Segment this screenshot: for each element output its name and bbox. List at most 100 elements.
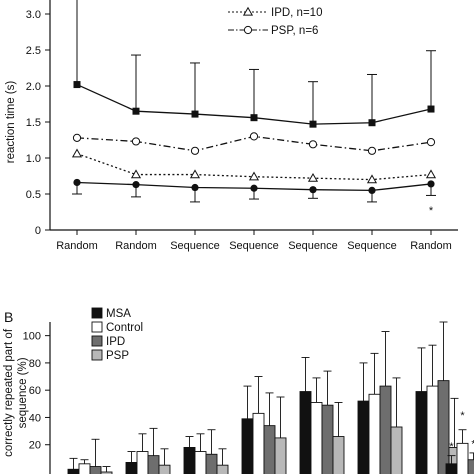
panel-b-legend: MSA Control IPD PSP bbox=[91, 307, 143, 362]
data-point-open-circle bbox=[72, 133, 82, 142]
bar-control bbox=[252, 412, 265, 474]
panel-a-y-tick-label: 2.0 bbox=[26, 81, 41, 93]
data-point-open-circle bbox=[367, 146, 377, 155]
bar-control bbox=[78, 463, 91, 474]
bar-control bbox=[136, 451, 149, 474]
panel-a-y-tick-label: 1.5 bbox=[26, 117, 41, 129]
legend-psp-label: PSP, n=6 bbox=[271, 25, 318, 37]
legend-label-psp: PSP bbox=[106, 350, 129, 362]
panel-a-y-tick-label: 3.0 bbox=[26, 9, 41, 21]
panel-a-legend: IPD, n=10 PSP, n=6 bbox=[228, 6, 322, 37]
bar-ipd bbox=[205, 453, 218, 474]
legend-label-control: Control bbox=[106, 322, 143, 334]
series-unlabeled-0 bbox=[73, 0, 436, 128]
bar-msa bbox=[125, 462, 138, 474]
bar-group bbox=[241, 376, 287, 474]
significance-asterisk: * bbox=[471, 438, 474, 450]
panel-b-y-tick-label: 80 bbox=[29, 358, 41, 370]
data-point-open-triangle bbox=[425, 169, 437, 179]
legend-swatch-ipd bbox=[91, 335, 103, 347]
data-point-open-triangle bbox=[248, 171, 260, 181]
panel-b-y-tick-label: 100 bbox=[23, 331, 41, 343]
legend-swatch-psp bbox=[91, 349, 103, 361]
series-unlabeled-3 bbox=[72, 178, 436, 203]
bar-msa bbox=[241, 418, 254, 474]
data-point-square bbox=[250, 114, 258, 122]
panel-a-y-tick-label: 2.5 bbox=[26, 45, 41, 57]
panel-b-y-axis-label-line-1: correctly repeated part of bbox=[3, 328, 15, 457]
bar-ipd bbox=[437, 380, 450, 474]
data-point-open-circle bbox=[249, 132, 259, 141]
panel-a-y-tick-label: 1.0 bbox=[26, 153, 41, 165]
legend-item-ipd: IPD bbox=[91, 335, 125, 348]
bar-ipd bbox=[263, 425, 276, 474]
panel-b-y-tick-label: 60 bbox=[29, 385, 41, 397]
bar-psp bbox=[158, 464, 171, 474]
bar-control bbox=[368, 393, 381, 474]
legend-item-control: Control bbox=[91, 321, 143, 334]
panel-b-y-axis-label-line-2: sequence (%) bbox=[17, 357, 29, 428]
bar-control bbox=[426, 385, 439, 474]
panel-a-y-axis-label: reaction time (s) bbox=[5, 81, 17, 164]
panel-a-y-tick-label: 0 bbox=[35, 225, 41, 237]
bar-ipd bbox=[467, 459, 474, 474]
panel-a-x-tick-label: Sequence bbox=[288, 240, 338, 252]
bar-psp bbox=[390, 426, 403, 474]
data-point-square bbox=[427, 105, 435, 113]
data-point-open-circle bbox=[308, 140, 318, 149]
significance-asterisk: * bbox=[460, 410, 465, 422]
bar-msa bbox=[183, 447, 196, 474]
data-point-open-triangle bbox=[71, 148, 83, 158]
data-point-open-circle bbox=[190, 146, 200, 155]
data-point-open-triangle bbox=[130, 169, 142, 179]
legend-psp-circle-marker bbox=[243, 25, 253, 35]
data-point-square bbox=[368, 119, 376, 127]
significance-asterisk: * bbox=[449, 441, 454, 453]
series-psp bbox=[72, 132, 436, 155]
panel-b-label: B bbox=[4, 309, 13, 325]
data-point-filled-circle bbox=[368, 186, 376, 194]
data-point-square bbox=[191, 110, 199, 118]
data-point-open-triangle bbox=[189, 169, 201, 179]
panel-a-x-tick-label: Random bbox=[115, 240, 157, 252]
bar-group bbox=[415, 321, 461, 474]
data-point-open-triangle bbox=[366, 174, 378, 184]
bar-control bbox=[310, 402, 323, 474]
bar-msa bbox=[67, 468, 80, 474]
panel-a-x-tick-label: Random bbox=[410, 240, 452, 252]
panel-b-y-tick-label: 20 bbox=[29, 440, 41, 452]
panel-a-x-tick-label: Sequence bbox=[229, 240, 279, 252]
bar-group bbox=[299, 357, 345, 474]
legend-ipd-label: IPD, n=10 bbox=[271, 7, 322, 19]
panel-b-y-tick-label: 40 bbox=[29, 412, 41, 424]
legend-swatch-msa bbox=[91, 307, 103, 319]
data-point-open-triangle bbox=[307, 172, 319, 182]
significance-asterisk: * bbox=[429, 205, 434, 217]
data-point-open-circle bbox=[426, 138, 436, 147]
data-point-square bbox=[132, 107, 140, 115]
data-point-filled-circle bbox=[427, 180, 435, 188]
legend-ipd-triangle-marker bbox=[242, 6, 254, 16]
data-point-square bbox=[309, 120, 317, 128]
data-point-filled-circle bbox=[73, 178, 81, 187]
data-point-filled-circle bbox=[132, 181, 140, 189]
bar-psp bbox=[216, 464, 229, 474]
data-point-square bbox=[73, 81, 81, 89]
bar-ipd bbox=[89, 466, 102, 474]
panel-a-x-tick-label: Sequence bbox=[170, 240, 220, 252]
legend-item-msa: MSA bbox=[91, 307, 131, 320]
panel-a-x-tick-label: Sequence bbox=[347, 240, 397, 252]
bar-control bbox=[194, 451, 207, 474]
legend-item-ipd: IPD, n=10 bbox=[228, 6, 322, 19]
bar-group bbox=[67, 438, 113, 474]
legend-label-ipd: IPD bbox=[106, 336, 125, 348]
bar-control bbox=[456, 442, 469, 474]
bar-ipd bbox=[321, 404, 334, 474]
data-point-filled-circle bbox=[309, 186, 317, 194]
series-ipd bbox=[71, 148, 437, 184]
bar-msa bbox=[445, 463, 458, 474]
bar-msa bbox=[357, 400, 370, 474]
panel-a-x-tick-label: Random bbox=[56, 240, 98, 252]
legend-item-psp: PSP, n=6 bbox=[228, 25, 318, 37]
